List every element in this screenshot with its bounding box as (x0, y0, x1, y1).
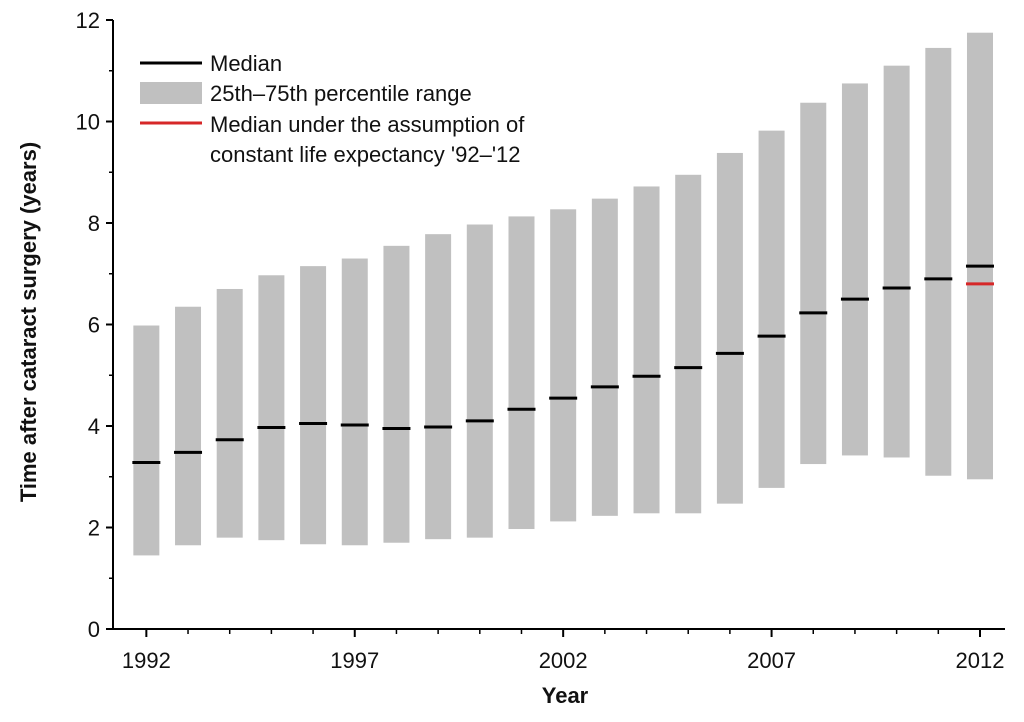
x-tick-label-2007: 2007 (747, 648, 796, 673)
x-tick-label-2012: 2012 (956, 648, 1005, 673)
iqr-bar-2002 (550, 209, 577, 522)
iqr-bar-1992 (133, 325, 160, 556)
iqr-bar-2004 (633, 186, 660, 514)
legend: Median 25th–75th percentile range Median… (140, 51, 525, 167)
y-tick-label-6: 6 (88, 313, 100, 338)
iqr-bar-1993 (175, 306, 202, 546)
iqr-bar-2001 (508, 216, 535, 530)
y-tick-label-10: 10 (76, 110, 100, 135)
iqr-bar-1994 (216, 288, 243, 538)
legend-median-label: Median (210, 51, 282, 76)
iqr-bar-2010 (883, 65, 910, 458)
iqr-bar-2006 (716, 152, 743, 504)
iqr-bar-2009 (841, 83, 868, 456)
iqr-bar-2012 (966, 32, 993, 480)
y-tick-label-12: 12 (76, 8, 100, 33)
legend-iqr-swatch (140, 82, 202, 104)
x-ticks: 1992 1997 2002 2007 2012 (122, 629, 1005, 673)
y-tick-label-8: 8 (88, 211, 100, 236)
iqr-bar-1996 (300, 266, 327, 545)
iqr-bars (133, 32, 993, 556)
y-axis-title: Time after cataract surgery (years) (16, 142, 41, 502)
x-tick-label-2002: 2002 (539, 648, 588, 673)
y-ticks: 0 2 4 6 8 10 12 (76, 8, 113, 642)
y-tick-label-2: 2 (88, 516, 100, 541)
iqr-bar-2003 (591, 198, 618, 516)
x-tick-label-1992: 1992 (122, 648, 171, 673)
iqr-bar-2008 (800, 102, 827, 465)
iqr-bar-1997 (341, 258, 368, 546)
iqr-bar-2000 (466, 224, 493, 538)
legend-constant-label: Median under the assumption of (210, 112, 525, 137)
x-axis-title: Year (542, 683, 589, 708)
y-tick-label-4: 4 (88, 414, 100, 439)
median-markers (132, 264, 994, 465)
iqr-bar-2005 (675, 174, 702, 514)
legend-constant-label-line2: constant life expectancy '92–'12 (210, 142, 521, 167)
y-tick-label-0: 0 (88, 617, 100, 642)
iqr-bar-1998 (383, 245, 410, 543)
iqr-bar-2011 (925, 47, 952, 476)
x-tick-label-1997: 1997 (330, 648, 379, 673)
iqr-bar-1995 (258, 275, 285, 541)
legend-iqr-label: 25th–75th percentile range (210, 81, 472, 106)
iqr-bar-1999 (425, 234, 452, 540)
iqr-bar-2007 (758, 130, 785, 488)
